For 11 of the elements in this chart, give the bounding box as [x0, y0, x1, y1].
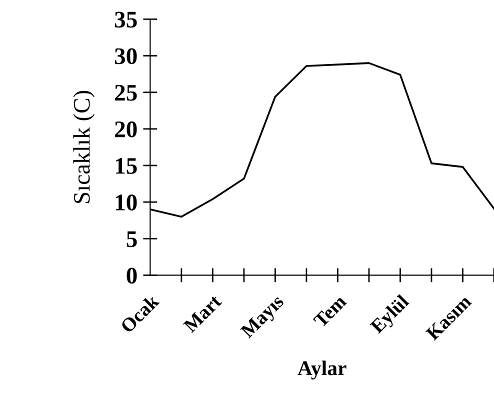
y-tick-label: 0 — [126, 268, 137, 284]
y-tick-label: 15 — [116, 158, 137, 174]
y-tick-label: 30 — [114, 48, 137, 64]
y-tick-label: 20 — [115, 121, 137, 138]
x-axis-title: Aylar — [298, 360, 346, 380]
y-tick-label: 10 — [116, 194, 137, 210]
y-tick-label: 35 — [114, 12, 137, 28]
y-tick-label: 25 — [115, 84, 137, 101]
x-tick-label: Tem — [312, 294, 348, 328]
y-axis-title: Sıcaklık (C) — [73, 90, 95, 203]
y-tick-label: 5 — [126, 231, 137, 248]
